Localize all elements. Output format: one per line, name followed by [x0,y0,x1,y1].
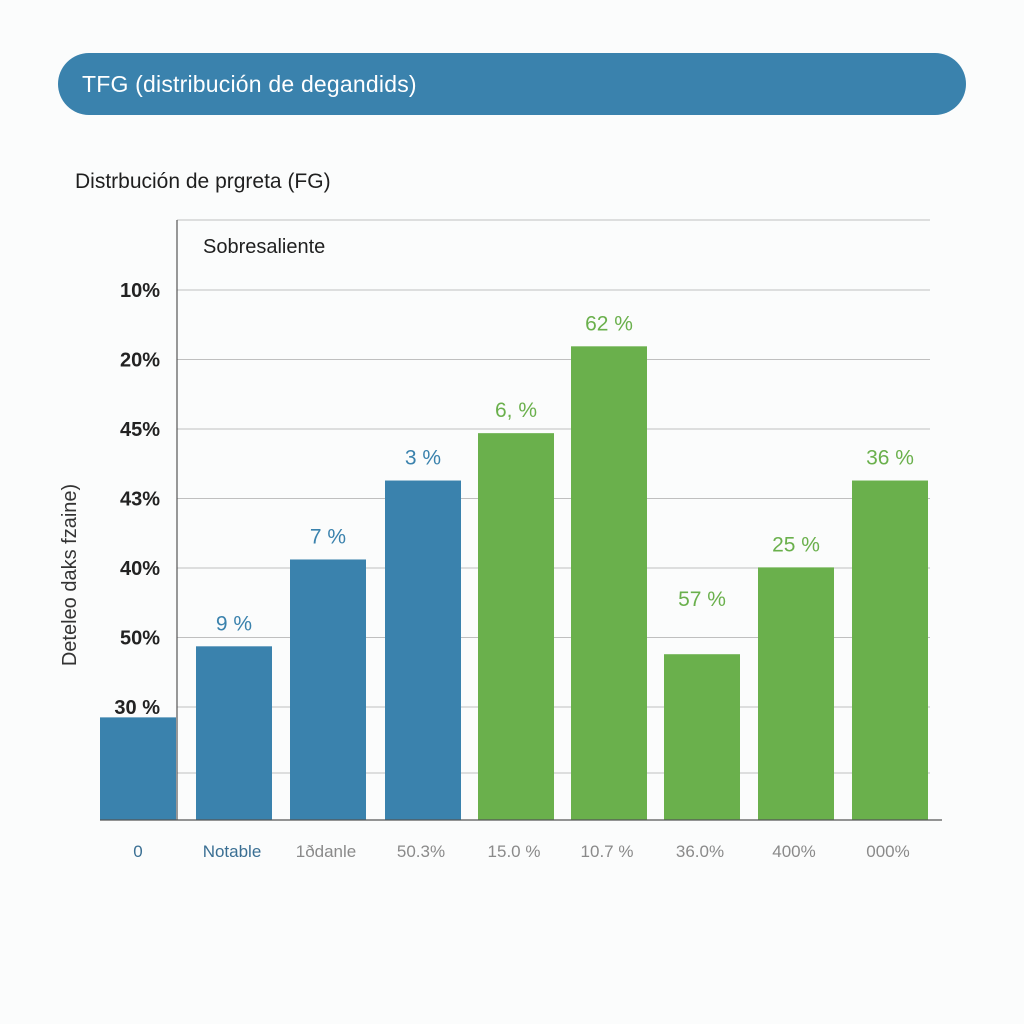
header-title: TFG (distribución de degandids) [82,70,417,97]
y-tick-label: 43% [120,489,160,511]
bar [196,646,272,820]
x-category-label: 50.3% [397,842,445,861]
bar [571,346,647,820]
x-category-label: 0 [133,842,142,861]
bar [852,480,928,820]
x-category-label: 000% [866,842,909,861]
bar-value-label: 6, % [495,399,537,422]
bars [100,346,928,820]
bar [478,433,554,820]
bar-value-label: 36 % [866,447,914,470]
y-tick-label: 40% [120,558,160,580]
bar [290,559,366,820]
chart-title: Distrbución de prgreta (FG) [75,170,331,193]
header-banner: TFG (distribución de degandids) [58,53,966,115]
x-category-label: 36.0% [676,842,724,861]
y-tick-label: 50% [120,628,160,650]
bar-value-label: 3 % [405,447,441,470]
bar-value-label: 62 % [585,312,633,335]
bar [385,480,461,820]
bar-value-label: 7 % [310,525,346,548]
bar-value-label: 9 % [216,612,252,635]
x-category-label: 400% [772,842,815,861]
y-tick-label: 10% [120,280,160,302]
bar [758,567,834,820]
bar [100,717,176,820]
x-category-label: Notable [203,842,262,861]
y-tick-label: 20% [120,350,160,372]
x-category-label: 15.0 % [488,842,541,861]
y-tick-labels: 10% 20% 45% 43% 40% 50% 30 % [114,280,160,719]
series-label: Sobresaliente [203,236,325,258]
y-axis-label: Deteleo daks fzaine) [59,484,81,666]
bar-value-label: 25 % [772,533,820,556]
y-tick-label: 30 % [114,697,160,719]
x-category-label: 1ðdanle [296,842,357,861]
x-category-label: 10.7 % [581,842,634,861]
bar-value-labels: 9 % 7 % 3 % 6, % 62 % 57 % 25 % 36 % [216,312,914,635]
x-category-labels: 0 Notable 1ðdanle 50.3% 15.0 % 10.7 % 36.0% 400… [133,842,909,861]
bar [664,654,740,820]
y-tick-label: 45% [120,419,160,441]
bar-value-label: 57 % [678,588,726,611]
